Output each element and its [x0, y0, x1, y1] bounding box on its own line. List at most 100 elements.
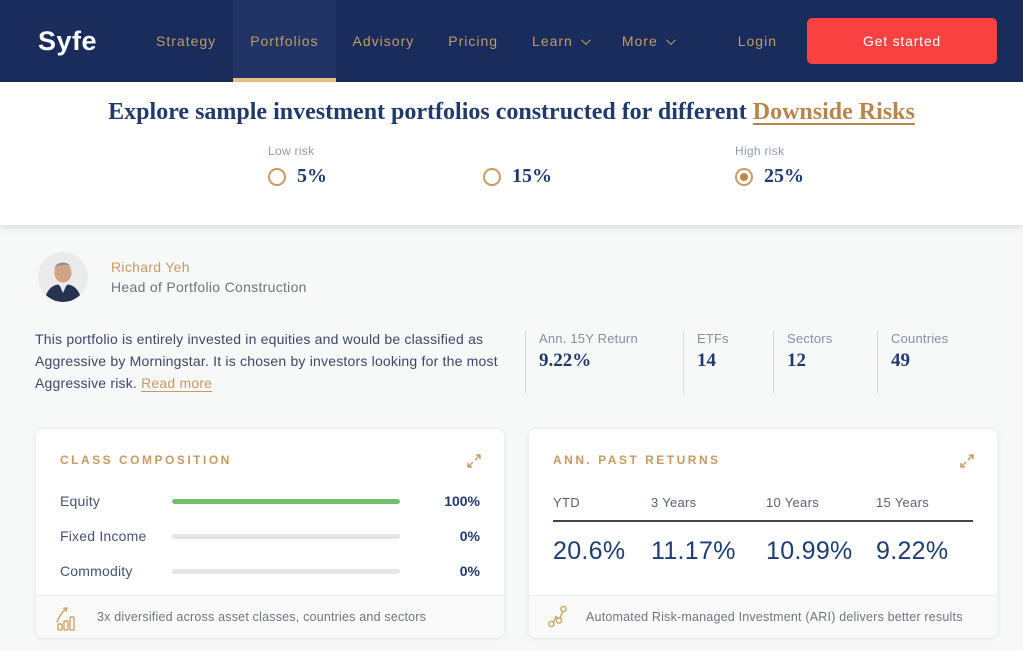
allocation-bar-fill — [172, 498, 400, 504]
allocation-bar — [172, 498, 400, 504]
card-title: CLASS COMPOSITION — [60, 453, 232, 468]
stat-etfs: ETFs 14 — [683, 331, 773, 395]
card-header: CLASS COMPOSITION — [36, 429, 504, 469]
radio-button[interactable] — [483, 167, 501, 186]
description-text: This portfolio is entirely invested in e… — [35, 331, 498, 391]
card-header: ANN. PAST RETURNS — [529, 429, 997, 469]
risk-option-value: 25% — [764, 165, 804, 187]
allocation-value: 0% — [459, 528, 480, 545]
expand-button[interactable] — [466, 453, 482, 469]
portfolio-description: This portfolio is entirely invested in e… — [35, 329, 507, 394]
risk-option-value: 15% — [512, 165, 552, 187]
composition-row: Commodity 0% — [60, 563, 480, 579]
radio-button[interactable] — [735, 167, 753, 186]
nav-item-pricing[interactable]: Pricing — [431, 0, 515, 82]
stat-value: 14 — [697, 350, 716, 371]
chevron-down-icon — [580, 34, 591, 45]
card-footnote: Automated Risk-managed Investment (ARI) … — [529, 595, 997, 638]
risk-option-label — [483, 144, 552, 160]
risk-option-25-selector[interactable]: 25% — [735, 165, 804, 188]
syfe-logo[interactable]: Syfe — [38, 25, 98, 56]
risk-option-label: Low risk — [268, 144, 315, 158]
nav-item-label: Strategy — [156, 33, 217, 49]
nav-item-label: Advisory — [352, 33, 415, 49]
stat-ann-15y-return: Ann. 15Y Return 9.22% — [525, 331, 683, 395]
stat-value: 12 — [787, 350, 806, 371]
stats-row: Ann. 15Y Return 9.22% ETFs 14 Sectors 12… — [525, 331, 997, 395]
expand-arrows-icon — [960, 454, 974, 469]
return-value: 20.6% — [553, 537, 626, 566]
returns-header-row: YTD 3 Years 10 Years 15 Years — [553, 495, 973, 523]
asset-class-label: Equity — [60, 493, 101, 510]
nav-item-portfolios[interactable]: Portfolios — [233, 0, 336, 82]
returns-column-header: YTD — [553, 495, 580, 511]
risk-option-25: High risk 25% — [735, 144, 804, 188]
stat-label: ETFs — [697, 331, 729, 346]
page-title: Explore sample investment portfolios con… — [0, 82, 1023, 126]
returns-column-header: 3 Years — [651, 495, 697, 511]
main-nav: Strategy Portfolios Advisory Pricing Lea… — [139, 0, 690, 82]
risk-option-15: 15% — [483, 144, 552, 188]
stat-label: Countries — [891, 331, 949, 346]
login-link[interactable]: Login — [737, 33, 777, 49]
returns-column-header: 10 Years — [766, 495, 820, 511]
composition-row: Equity 100% — [60, 493, 480, 509]
return-value: 9.22% — [876, 537, 949, 566]
radio-button[interactable] — [268, 167, 286, 186]
expert-name: Richard Yeh — [111, 259, 190, 275]
expand-button[interactable] — [959, 453, 975, 469]
expand-arrows-icon — [467, 454, 481, 469]
allocation-value: 0% — [459, 563, 480, 580]
card-title: ANN. PAST RETURNS — [553, 453, 721, 468]
stat-value: 9.22% — [539, 350, 592, 371]
risk-option-label: High risk — [735, 144, 785, 158]
risk-option-5-selector[interactable]: 5% — [268, 165, 327, 188]
risk-option-5: Low risk 5% — [268, 144, 327, 188]
risk-option-value: 5% — [297, 165, 327, 187]
node-graph-icon — [547, 604, 573, 630]
nav-item-label: Portfolios — [250, 33, 319, 49]
stat-sectors: Sectors 12 — [773, 331, 877, 395]
class-composition-card: CLASS COMPOSITION Equity 100% Fixed Inco… — [35, 428, 505, 639]
info-row: This portfolio is entirely invested in e… — [35, 329, 998, 395]
nav-item-advisory[interactable]: Advisory — [336, 0, 432, 82]
composition-row: Fixed Income 0% — [60, 528, 480, 544]
asset-class-label: Commodity — [60, 563, 133, 580]
card-footnote: 3x diversified across asset classes, cou… — [36, 595, 504, 638]
past-returns-card: ANN. PAST RETURNS YTD 3 Years 10 Years 1… — [528, 428, 998, 639]
page-title-text: Explore sample investment portfolios con… — [108, 99, 753, 125]
returns-column-header: 15 Years — [876, 495, 930, 511]
asset-class-label: Fixed Income — [60, 528, 147, 545]
expert-info: Richard Yeh Head of Portfolio Constructi… — [111, 259, 307, 295]
stat-value: 49 — [891, 350, 910, 371]
risk-option-15-selector[interactable]: 15% — [483, 165, 552, 188]
nav-right: Login Get started — [738, 0, 1023, 82]
allocation-value: 100% — [444, 493, 480, 510]
expert-title: Head of Portfolio Construction — [111, 279, 307, 295]
footnote-text: Automated Risk-managed Investment (ARI) … — [586, 609, 963, 624]
nav-item-label: Learn — [532, 33, 573, 49]
portfolio-detail-section: Richard Yeh Head of Portfolio Constructi… — [0, 252, 1023, 639]
avatar — [38, 252, 88, 302]
nav-item-more[interactable]: More — [605, 0, 690, 82]
cards-row: CLASS COMPOSITION Equity 100% Fixed Inco… — [35, 428, 998, 639]
return-value: 11.17% — [651, 537, 736, 566]
stat-label: Sectors — [787, 331, 833, 346]
stat-label: Ann. 15Y Return — [539, 331, 638, 346]
returns-values-row: 20.6% 11.17% 10.99% 9.22% — [553, 537, 973, 566]
nav-item-strategy[interactable]: Strategy — [139, 0, 233, 82]
chevron-down-icon — [665, 34, 676, 45]
get-started-button[interactable]: Get started — [807, 18, 997, 64]
read-more-link[interactable]: Read more — [141, 374, 213, 391]
footnote-text: 3x diversified across asset classes, cou… — [97, 609, 427, 624]
nav-item-label: More — [621, 33, 658, 49]
growth-chart-icon — [54, 602, 84, 632]
expert-profile: Richard Yeh Head of Portfolio Constructi… — [38, 252, 1023, 302]
nav-item-learn[interactable]: Learn — [515, 0, 605, 82]
return-value: 10.99% — [766, 537, 853, 566]
top-navbar: Syfe Strategy Portfolios Advisory Pricin… — [0, 0, 1023, 82]
stat-countries: Countries 49 — [877, 331, 997, 395]
allocation-bar — [172, 568, 400, 574]
downside-risks-link[interactable]: Downside Risks — [752, 99, 915, 125]
composition-list: Equity 100% Fixed Income 0% Commodity 0% — [60, 493, 480, 579]
